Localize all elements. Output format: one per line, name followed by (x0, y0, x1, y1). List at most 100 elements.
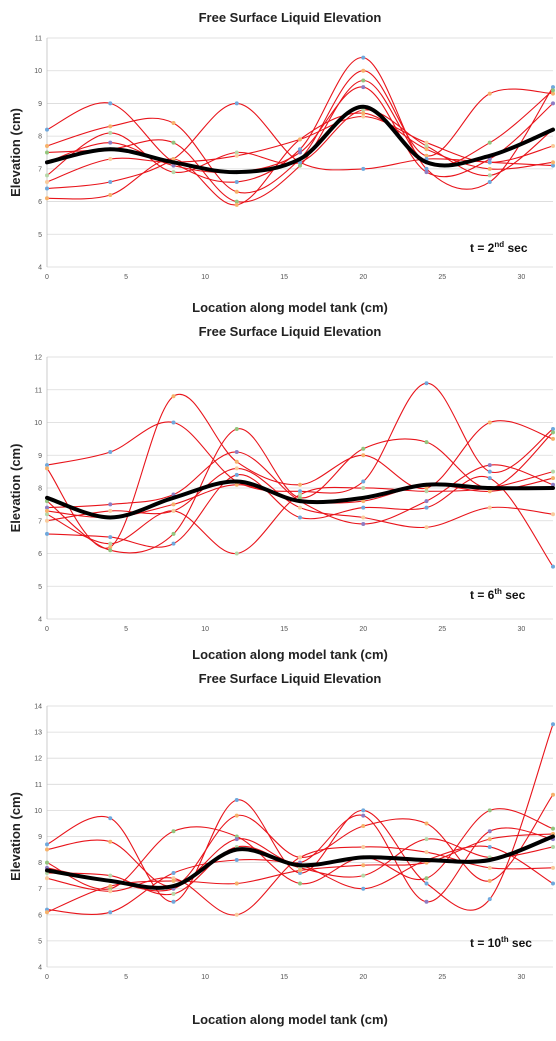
y-tick-label: 6 (38, 912, 42, 919)
data-point (171, 891, 176, 896)
x-tick-label: 10 (201, 274, 209, 281)
data-point (45, 173, 49, 178)
data-point (45, 842, 49, 847)
data-point (424, 153, 429, 158)
data-point (551, 482, 555, 487)
data-point (424, 489, 429, 494)
series-line (46, 70, 554, 194)
data-point (108, 910, 113, 915)
y-tick-label: 11 (35, 782, 42, 789)
data-point (424, 440, 429, 445)
x-tick-label: 5 (124, 626, 128, 633)
y-tick-label: 11 (35, 36, 42, 43)
data-point (45, 150, 49, 155)
data-point (487, 837, 492, 842)
data-point (551, 844, 555, 849)
data-point (108, 193, 113, 198)
data-point (45, 518, 49, 523)
y-tick-label: 5 (38, 584, 42, 591)
data-point (45, 186, 49, 191)
series-line (46, 102, 554, 190)
data-point (487, 420, 492, 425)
series-line (46, 382, 554, 494)
time-annotation-suffix: sec (502, 588, 526, 602)
chart-title: Free Surface Liquid Elevation (199, 10, 382, 25)
data-point (108, 179, 113, 184)
data-point (234, 199, 239, 204)
data-point (298, 137, 302, 142)
data-point (171, 170, 176, 175)
data-point (361, 499, 366, 504)
data-point (487, 463, 492, 468)
data-point (424, 881, 429, 886)
data-point (234, 153, 239, 158)
y-tick-label: 12 (34, 756, 42, 763)
x-tick-label: 10 (201, 626, 209, 633)
data-point (361, 114, 366, 119)
data-point (424, 140, 429, 145)
data-point (298, 163, 302, 168)
data-point (551, 143, 555, 148)
data-point (45, 196, 49, 201)
y-tick-label: 4 (38, 617, 42, 624)
time-annotation: t = 2nd sec (470, 240, 528, 255)
x-axis-label: Location along model tank (cm) (192, 1012, 388, 1027)
data-point (234, 150, 239, 155)
data-point (551, 85, 555, 90)
data-point (108, 535, 113, 540)
data-point (361, 111, 366, 116)
y-tick-label: 10 (34, 808, 42, 815)
data-point (108, 101, 113, 106)
data-point (171, 140, 176, 145)
data-point (108, 124, 113, 129)
y-tick-label: 7 (38, 518, 42, 525)
data-point (424, 899, 429, 904)
data-point (45, 508, 49, 513)
data-point (171, 420, 176, 425)
x-axis-label: Location along model tank (cm) (192, 647, 388, 662)
data-point (234, 459, 239, 464)
data-point (234, 466, 239, 471)
x-tick-label: 20 (359, 974, 367, 981)
data-point (234, 797, 239, 802)
data-point (108, 544, 113, 549)
data-point (361, 863, 366, 868)
data-point (108, 839, 113, 844)
data-point (45, 463, 49, 468)
y-tick-label: 9 (38, 453, 42, 460)
chart-3: Free Surface Liquid Elevation 4 5 6 7 8 9 10 11 1… (8, 671, 555, 1027)
x-tick-label: 20 (359, 274, 367, 281)
data-point (361, 453, 366, 458)
y-tick-label: 7 (38, 886, 42, 893)
data-point (487, 897, 492, 902)
chart-1: Free Surface Liquid Elevation 4 5 6 7 8 9 10 11 0… (8, 10, 555, 315)
data-point (45, 876, 49, 881)
data-point (171, 541, 176, 546)
data-point (551, 826, 555, 831)
data-point (551, 427, 555, 432)
data-point (551, 163, 555, 168)
y-tick-label: 6 (38, 551, 42, 558)
data-point (108, 449, 113, 454)
data-point (45, 847, 49, 852)
data-point (487, 179, 492, 184)
y-tick-label: 4 (38, 265, 42, 272)
x-tick-label: 30 (517, 274, 525, 281)
data-point (424, 143, 429, 148)
data-point (234, 189, 239, 194)
data-point (551, 436, 555, 441)
data-point (424, 837, 429, 842)
data-point (361, 479, 366, 484)
y-tick-label: 8 (38, 486, 42, 493)
data-point (171, 163, 176, 168)
data-point (234, 482, 239, 487)
data-point (551, 91, 555, 96)
y-axis-label: Elevation (cm) (8, 444, 23, 533)
data-point (361, 166, 366, 171)
data-point (234, 101, 239, 106)
y-tick-label: 11 (35, 387, 42, 394)
data-point (108, 541, 113, 546)
data-point (108, 889, 113, 894)
y-tick-label: 5 (38, 232, 42, 239)
data-point (45, 505, 49, 510)
